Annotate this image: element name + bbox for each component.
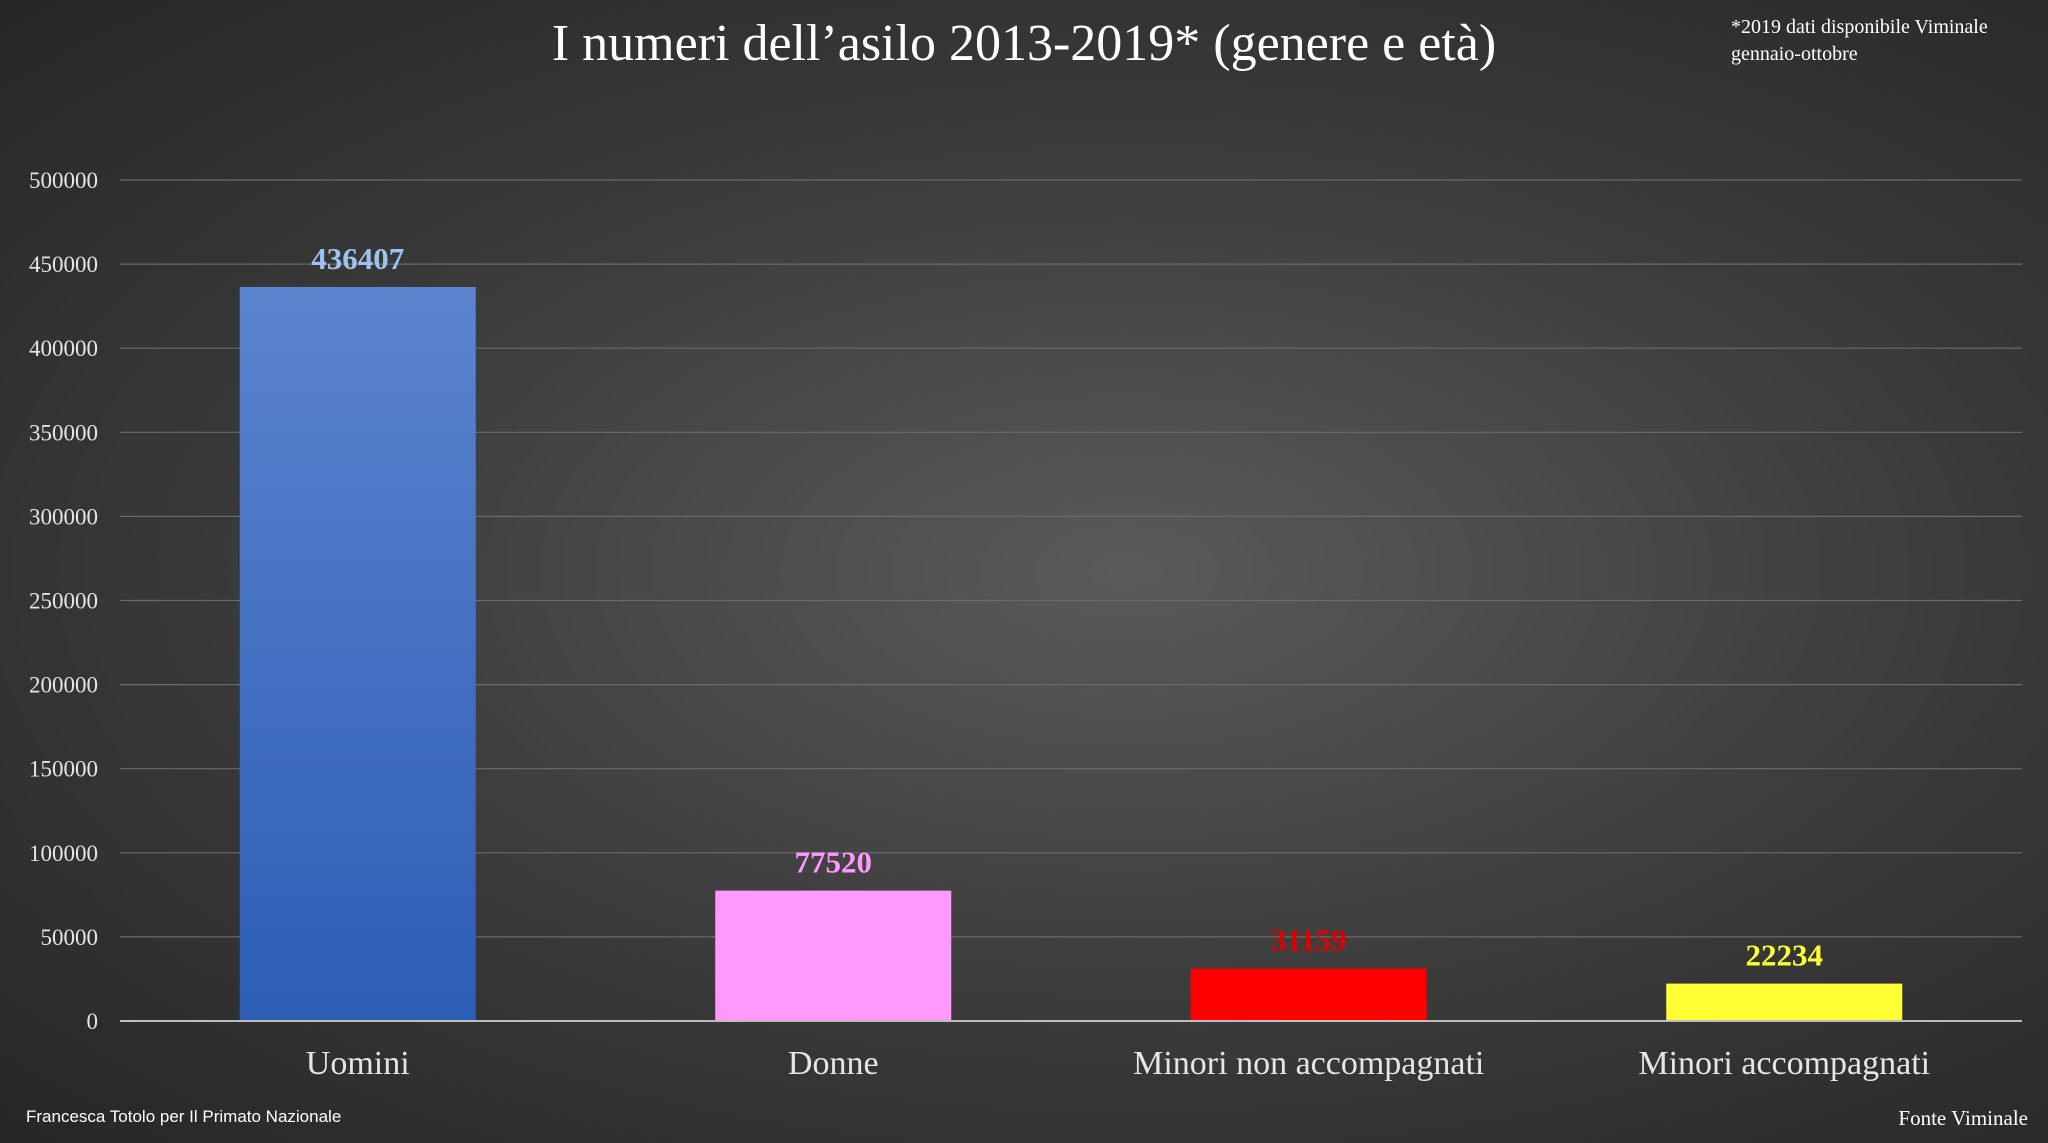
author-credit: Francesca Totolo per Il Primato Nazional… [26,1107,342,1126]
data-label: 31159 [1271,923,1347,958]
category-label: Minori non accompagnati [1133,1045,1484,1082]
bars: 436407 77520 31159 22234 [239,241,1903,1021]
y-tick-label: 250000 [29,589,98,614]
data-label: 22234 [1746,938,1824,973]
y-axis: 0 50000 100000 150000 200000 250000 300000 3500… [29,168,98,1034]
category-label: Uomini [306,1045,410,1082]
data-label: 77520 [795,845,873,880]
bar-minori-non-accompagnati [1190,968,1427,1021]
footnote-line-2: gennaio-ottobre [1731,43,1858,65]
bar-uomini [239,286,476,1021]
chart-title: I numeri dell’asilo 2013-2019* (genere e… [551,15,1497,72]
y-tick-label: 150000 [29,757,98,782]
data-label: 436407 [311,241,404,276]
y-tick-label: 200000 [29,673,98,698]
source-note: Fonte Viminale [1898,1106,2028,1130]
category-label: Donne [788,1045,879,1082]
footnote-line-1: *2019 dati disponibile Viminale [1731,16,1988,38]
y-tick-label: 50000 [41,925,99,950]
y-tick-label: 100000 [29,841,98,866]
y-tick-label: 500000 [29,168,98,193]
y-tick-label: 450000 [29,252,98,277]
bar-donne [715,890,952,1021]
y-tick-label: 300000 [29,504,98,529]
footnote: *2019 dati disponibile Viminale gennaio-… [1731,14,2031,68]
category-label: Minori accompagnati [1638,1045,1930,1082]
bar-minori-accompagnati [1666,983,1903,1021]
y-tick-label: 350000 [29,420,98,445]
y-tick-label: 0 [87,1009,99,1034]
y-tick-label: 400000 [29,336,98,361]
x-axis: Uomini Donne Minori non accompagnati Minori… [120,1020,2022,1082]
